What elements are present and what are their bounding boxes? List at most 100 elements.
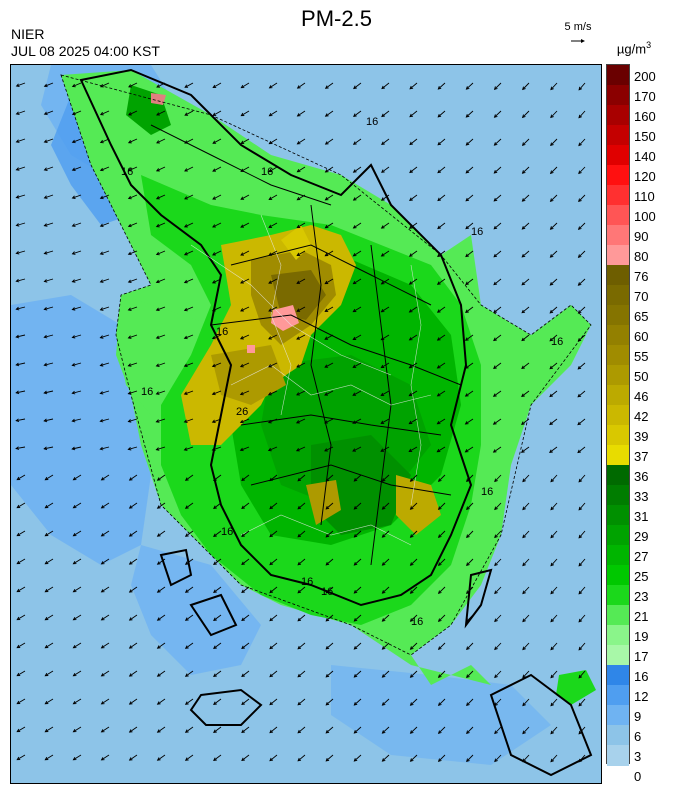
wind-arrow-icon [184,250,194,256]
wind-arrow-icon [578,278,586,286]
wind-arrow-icon [45,502,54,509]
wind-arrow-head-icon [297,533,302,538]
wind-arrow-head-icon [352,308,357,313]
wind-arrow-head-icon [269,561,274,566]
color-scale-segment [607,225,629,246]
wind-arrow-head-icon [465,114,470,118]
wind-arrow-head-icon [43,195,48,199]
wind-arrow-icon [128,334,138,339]
wind-arrow-icon [466,530,474,538]
wind-arrow-icon [352,418,362,424]
wind-arrow-head-icon [436,420,441,425]
wind-arrow-head-icon [100,729,105,733]
wind-arrow-icon [409,362,418,369]
wind-arrow-icon [184,446,194,451]
wind-arrow-icon [465,362,474,369]
color-scale-segment [607,265,629,286]
wind-arrow-icon [494,82,502,90]
wind-arrow-icon [184,166,194,172]
wind-arrow-icon [325,194,334,201]
wind-arrow-icon [578,474,586,483]
wind-arrow-head-icon [494,562,498,567]
wind-arrow-icon [156,278,166,283]
wind-arrow-head-icon [465,197,470,202]
wind-arrow-icon [128,306,138,311]
wind-arrow-icon [156,138,166,144]
wind-arrow-head-icon [44,728,49,733]
wind-arrow-head-icon [269,757,274,762]
wind-arrow-icon [521,390,530,397]
wind-arrow-icon [73,530,82,537]
wind-arrow-icon [382,670,390,678]
wind-arrow-icon [212,138,222,144]
wind-arrow-head-icon [522,674,526,679]
wind-arrow-head-icon [324,364,329,368]
wind-arrow-head-icon [100,477,105,481]
wind-arrow-head-icon [578,170,582,175]
wind-arrow-icon [550,502,558,511]
wind-arrow-head-icon [156,112,160,116]
wind-arrow-head-icon [240,168,245,172]
wind-arrow-icon [549,362,558,370]
wind-arrow-icon [466,670,474,678]
wind-arrow-head-icon [156,673,161,677]
color-scale-segment [607,425,629,446]
wind-arrow-icon [578,642,586,651]
wind-arrow-head-icon [522,618,526,623]
wind-arrow-icon [325,558,334,566]
wind-arrow-head-icon [43,362,48,367]
wind-arrow-head-icon [521,253,526,258]
wind-arrow-icon [185,698,194,705]
wind-arrow-head-icon [352,336,357,340]
wind-arrow-head-icon [155,168,160,172]
wind-arrow-head-icon [99,223,104,228]
wind-arrow-head-icon [549,309,554,314]
wind-arrow-icon [156,250,166,255]
color-scale-segment [607,65,629,86]
wind-arrow-icon [100,334,110,339]
wind-arrow-head-icon [241,589,245,594]
wind-arrow-head-icon [127,195,132,200]
wind-arrow-icon [212,390,222,395]
wind-arrow-icon [16,278,26,282]
wind-arrow-icon [410,670,418,678]
wind-arrow-head-icon [211,308,216,312]
wind-arrow-icon [438,614,446,622]
wind-arrow-icon [185,726,194,733]
wind-arrow-head-icon [353,590,358,594]
wind-reference-label: 5 m/s [564,21,592,33]
wind-arrow-head-icon [408,420,413,425]
wind-arrow-head-icon [213,701,217,705]
wind-arrow-icon [213,474,222,481]
wind-arrow-head-icon [269,589,274,594]
wind-arrow-icon [240,446,250,451]
contour-label: 16 [321,586,333,598]
wind-arrow-head-icon [213,477,217,481]
wind-arrow-head-icon [409,758,414,762]
wind-arrow-head-icon [492,421,497,425]
wind-arrow-head-icon [128,617,133,621]
wind-arrow-head-icon [381,534,386,538]
wind-arrow-icon [45,614,54,621]
wind-arrow-head-icon [269,533,274,538]
wind-arrow-head-icon [550,590,555,595]
wind-arrow-icon [184,334,194,339]
wind-arrow-head-icon [241,533,245,538]
wind-arrow-head-icon [380,448,385,452]
wind-arrow-head-icon [353,506,358,510]
wind-arrow-head-icon [15,195,20,199]
wind-arrow-icon [550,614,558,623]
wind-arrow-head-icon [155,279,160,284]
color-scale-segment [607,185,629,206]
wind-arrow-icon [241,502,250,509]
wind-arrow-icon [521,250,530,258]
wind-arrow-icon [494,642,502,650]
wind-arrow-head-icon [493,225,498,230]
color-scale-label: 21 [634,609,649,624]
wind-arrow-head-icon [44,476,49,481]
wind-arrow-icon [353,138,362,145]
wind-arrow-icon [465,306,474,313]
wind-arrow-icon [184,278,194,284]
wind-arrow-icon [550,726,558,735]
wind-arrow-head-icon [325,561,330,566]
